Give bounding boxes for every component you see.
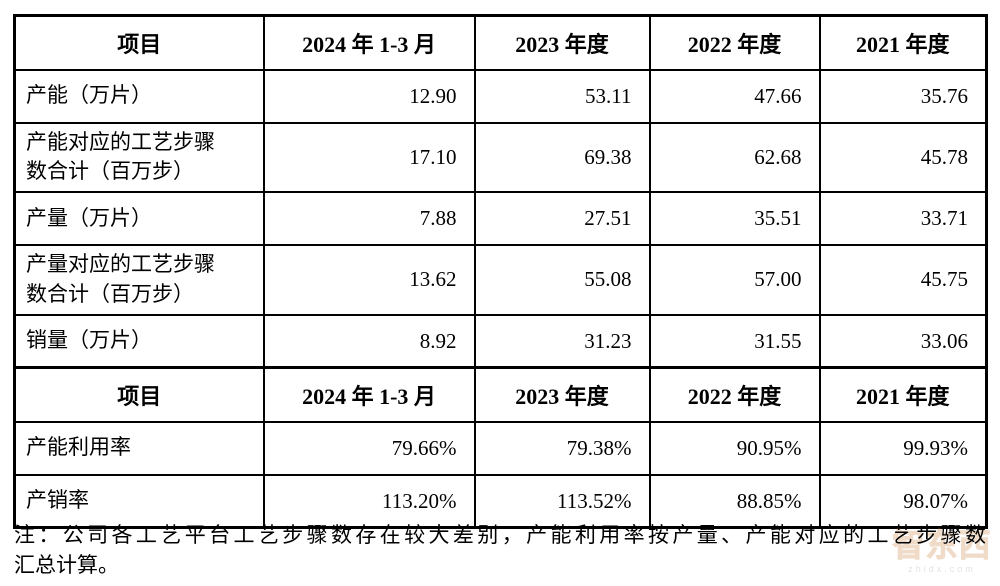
row-label: 产能（万片） xyxy=(13,68,265,124)
column-header-2021: 2021 年度 xyxy=(818,366,988,423)
value-cell: 33.71 xyxy=(818,191,988,247)
value-cell: 17.10 xyxy=(262,121,476,194)
column-header-2021: 2021 年度 xyxy=(818,14,988,71)
value-cell: 79.38% xyxy=(473,420,651,476)
row-label: 产销率 xyxy=(13,473,265,529)
value-cell: 33.06 xyxy=(818,313,988,369)
capacity-output-sales-table: 项目 2024 年 1-3 月 2023 年度 2022 年度 2021 年度 … xyxy=(13,14,988,530)
value-cell: 35.76 xyxy=(818,68,988,124)
table-row-sales-output-ratio: 产销率 113.20% 113.52% 88.85% 98.07% xyxy=(13,473,988,529)
value-cell: 90.95% xyxy=(648,420,821,476)
column-header-2023: 2023 年度 xyxy=(473,14,651,71)
value-cell: 57.00 xyxy=(648,244,821,316)
footnote: 注：公司各工艺平台工艺步骤数存在较大差别，产能利用率按产量、产能对应的工艺步骤数… xyxy=(14,520,986,580)
value-cell: 47.66 xyxy=(648,68,821,124)
value-cell: 12.90 xyxy=(262,68,476,124)
value-cell: 99.93% xyxy=(818,420,988,476)
table-row-capacity: 产能（万片） 12.90 53.11 47.66 35.76 xyxy=(13,68,988,124)
column-header-item: 项目 xyxy=(13,14,265,71)
table-header-row-ratio: 项目 2024 年 1-3 月 2023 年度 2022 年度 2021 年度 xyxy=(13,366,988,423)
row-label: 产能对应的工艺步骤数合计（百万步） xyxy=(13,121,265,194)
value-cell: 113.20% xyxy=(262,473,476,529)
footnote-line: 注：公司各工艺平台工艺步骤数存在较大差别，产能利用率按产量、产能对应的工艺步骤数 xyxy=(14,523,986,547)
table-row-output-steps: 产量对应的工艺步骤数合计（百万步） 13.62 55.08 57.00 45.7… xyxy=(13,244,988,316)
column-header-2022: 2022 年度 xyxy=(648,366,821,423)
column-header-item: 项目 xyxy=(13,366,265,423)
value-cell: 113.52% xyxy=(473,473,651,529)
value-cell: 98.07% xyxy=(818,473,988,529)
table-row-output: 产量（万片） 7.88 27.51 35.51 33.71 xyxy=(13,191,988,247)
table-row-capacity-steps: 产能对应的工艺步骤数合计（百万步） 17.10 69.38 62.68 45.7… xyxy=(13,121,988,194)
row-label: 产量（万片） xyxy=(13,191,265,247)
column-header-2024q1: 2024 年 1-3 月 xyxy=(262,14,476,71)
column-header-2023: 2023 年度 xyxy=(473,366,651,423)
table-row-utilization-rate: 产能利用率 79.66% 79.38% 90.95% 99.93% xyxy=(13,420,988,476)
value-cell: 13.62 xyxy=(262,244,476,316)
value-cell: 8.92 xyxy=(262,313,476,369)
table-header-row-volume: 项目 2024 年 1-3 月 2023 年度 2022 年度 2021 年度 xyxy=(13,14,988,71)
table-row-sales: 销量（万片） 8.92 31.23 31.55 33.06 xyxy=(13,313,988,369)
footnote-line: 汇总计算。 xyxy=(14,553,119,577)
row-label: 产能利用率 xyxy=(13,420,265,476)
value-cell: 27.51 xyxy=(473,191,651,247)
value-cell: 31.55 xyxy=(648,313,821,369)
column-header-2024q1: 2024 年 1-3 月 xyxy=(262,366,476,423)
value-cell: 45.78 xyxy=(818,121,988,194)
value-cell: 53.11 xyxy=(473,68,651,124)
column-header-2022: 2022 年度 xyxy=(648,14,821,71)
value-cell: 62.68 xyxy=(648,121,821,194)
value-cell: 88.85% xyxy=(648,473,821,529)
value-cell: 7.88 xyxy=(262,191,476,247)
value-cell: 35.51 xyxy=(648,191,821,247)
row-label: 销量（万片） xyxy=(13,313,265,369)
value-cell: 79.66% xyxy=(262,420,476,476)
row-label: 产量对应的工艺步骤数合计（百万步） xyxy=(13,244,265,316)
value-cell: 69.38 xyxy=(473,121,651,194)
value-cell: 31.23 xyxy=(473,313,651,369)
value-cell: 45.75 xyxy=(818,244,988,316)
value-cell: 55.08 xyxy=(473,244,651,316)
